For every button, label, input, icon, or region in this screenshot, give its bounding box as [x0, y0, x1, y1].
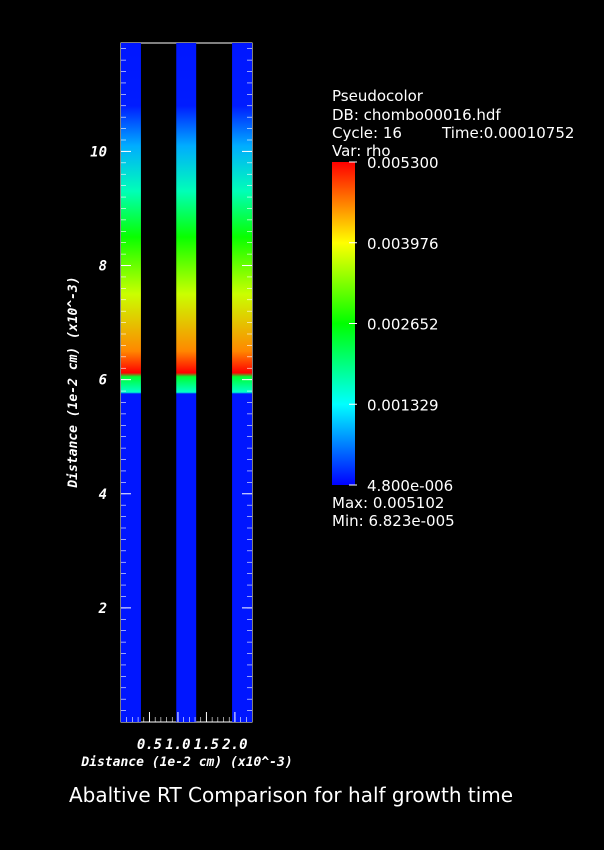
legend: Pseudocolor DB: chombo00016.hdf Cycle: 1…	[332, 87, 574, 530]
y-tick-label: 4	[99, 487, 107, 503]
legend-db: DB: chombo00016.hdf	[332, 106, 501, 124]
x-tick-label: 1.0	[165, 737, 190, 753]
legend-max: Max: 0.005102	[332, 494, 444, 512]
legend-cycle: Cycle: 16	[332, 124, 402, 142]
data-columns	[121, 43, 252, 722]
y-axis: 2 4 6 8 10	[90, 48, 252, 711]
x-tick-label: 2.0	[221, 737, 247, 753]
data-column-2	[176, 43, 197, 722]
y-tick-label: 10	[90, 144, 107, 160]
x-tick-label: 0.5	[137, 737, 162, 753]
colorbar-label: 0.005300	[367, 154, 439, 172]
legend-time: Time:0.00010752	[441, 124, 574, 142]
y-axis-label: Distance (1e-2 cm) (x10^-3)	[66, 276, 81, 488]
x-axis: 0.5 1.0 1.5 2.0	[126, 712, 248, 753]
legend-var: Var: rho	[332, 142, 391, 160]
colorbar-ticks: 0.005300 0.003976 0.002652 0.001329 4.800e-0…	[349, 154, 453, 495]
x-axis-label: Distance (1e-2 cm) (x10^-3)	[80, 755, 292, 770]
y-tick-label: 6	[99, 373, 107, 389]
y-tick-label: 8	[99, 259, 107, 275]
colorbar-label: 0.003976	[367, 235, 439, 253]
y-tick-label: 2	[98, 601, 107, 617]
legend-plot-type: Pseudocolor	[332, 87, 424, 105]
chart-title: Abaltive RT Comparison for half growth t…	[69, 783, 513, 807]
data-column-1	[121, 43, 141, 722]
colorbar-label: 4.800e-006	[367, 477, 453, 495]
data-column-3	[232, 43, 252, 722]
legend-min: Min: 6.823e-005	[332, 512, 455, 530]
colorbar-label: 0.002652	[367, 316, 439, 334]
colorbar-label: 0.001329	[367, 396, 439, 414]
x-tick-label: 1.5	[194, 737, 219, 753]
